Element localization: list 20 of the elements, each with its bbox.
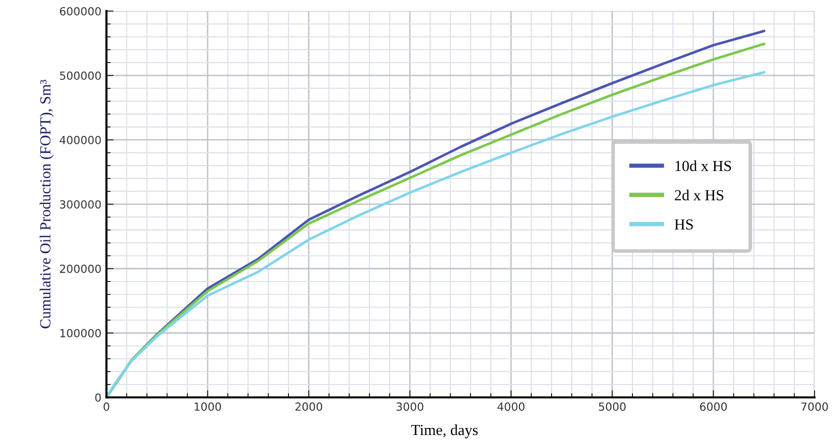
x-tick-label: 0 [104, 402, 110, 411]
legend-label: 10d x HS [676, 160, 731, 172]
x-tick-label: 6000 [700, 402, 727, 411]
y-tick-label: 600000 [60, 7, 101, 16]
y-tick-label: 300000 [60, 200, 101, 209]
y-tick-label: 400000 [60, 136, 101, 144]
x-tick-label: 3000 [396, 402, 424, 411]
x-tick-label: 5000 [598, 402, 626, 411]
legend-label: 2d x HS [674, 190, 724, 200]
x-tick-label: 1000 [194, 402, 221, 411]
y-tick-label: 0 [95, 393, 101, 402]
y-tick-label: 100000 [60, 328, 101, 338]
x-tick-label: 4000 [497, 402, 524, 411]
y-axis-title: Cumulative Oil Production (FOPT), Sm³ [40, 80, 54, 328]
x-axis-title: Time, days [411, 424, 478, 438]
y-tick-label: 500000 [60, 71, 101, 80]
y-tick-label: 200000 [60, 264, 101, 273]
x-tick-label: 2000 [295, 402, 322, 411]
legend-label: HS [674, 219, 693, 230]
x-tick-label: 7000 [801, 402, 828, 411]
